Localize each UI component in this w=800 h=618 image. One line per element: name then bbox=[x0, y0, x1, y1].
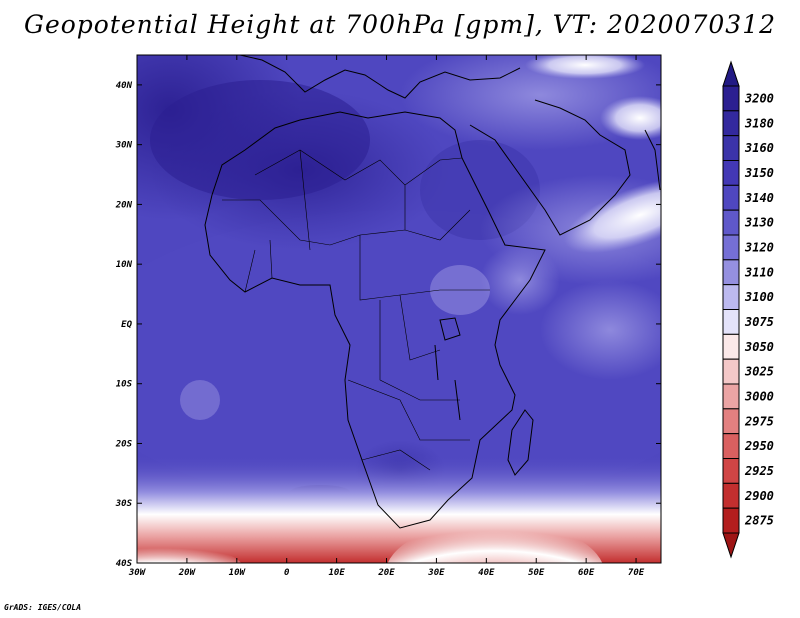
grads-credit: GrADS: IGES/COLA bbox=[4, 603, 82, 612]
colorbar-label: 3100 bbox=[744, 290, 774, 304]
colorbar-label: 3000 bbox=[744, 389, 774, 403]
lon-tick-label: 60E bbox=[578, 568, 595, 578]
colorbar-label: 3050 bbox=[744, 340, 774, 354]
colorbar-segment bbox=[722, 333, 740, 360]
colorbar-segment bbox=[722, 135, 740, 162]
colorbar-segment bbox=[722, 458, 740, 484]
madagascar-coastline bbox=[507, 409, 534, 476]
map-axes: 30W 20W 10W 0 10E 20E 30E 40E 50E 60E 70E 40N 30N 20N… bbox=[115, 55, 661, 578]
colorbar-label: 3180 bbox=[744, 116, 774, 130]
colorbar-segment bbox=[722, 507, 740, 534]
lat-tick-label: 20S bbox=[115, 439, 133, 449]
colorbar-segment bbox=[722, 209, 740, 236]
colorbar-label: 3130 bbox=[744, 216, 774, 230]
map-title: Geopotential Height at 700hPa [gpm], VT:… bbox=[23, 10, 777, 39]
lat-tick-label: 10N bbox=[116, 260, 133, 270]
colorbar-segment bbox=[722, 160, 740, 186]
lat-tick-label: 10S bbox=[116, 380, 133, 390]
colorbar-segment bbox=[722, 383, 740, 410]
colorbar-segment bbox=[722, 110, 740, 137]
colorbar-segment bbox=[722, 482, 740, 509]
colorbar-label: 3140 bbox=[744, 191, 774, 205]
colorbar-label: 2900 bbox=[744, 489, 774, 503]
colorbar-top-arrow bbox=[722, 60, 740, 87]
lon-tick-label: 70E bbox=[628, 568, 645, 578]
colorbar-label: 2950 bbox=[744, 439, 774, 453]
lon-tick-label: 20E bbox=[377, 568, 395, 578]
colorbar-label: 2875 bbox=[744, 514, 774, 528]
lake-victoria bbox=[439, 317, 461, 341]
lon-tick-label: 30E bbox=[427, 568, 445, 578]
colorbar-segment bbox=[722, 358, 740, 385]
arabia-coastline bbox=[469, 99, 631, 236]
lat-tick-label: 30N bbox=[115, 141, 133, 151]
colorbar-label: 3200 bbox=[744, 91, 774, 105]
colorbar-segment bbox=[722, 234, 740, 261]
colorbar-label: 3075 bbox=[744, 315, 774, 329]
lon-tick-label: 0 bbox=[284, 568, 290, 578]
colorbar-label: 3160 bbox=[744, 141, 774, 155]
colorbar-label: 3110 bbox=[744, 265, 774, 279]
colorbar-bottom-arrow bbox=[722, 532, 740, 559]
colorbar-label: 3120 bbox=[744, 240, 774, 254]
colorbar-segment bbox=[722, 259, 740, 286]
plot-frame bbox=[136, 54, 662, 564]
colorbar-label: 3150 bbox=[744, 166, 774, 180]
africa-coastline bbox=[204, 111, 546, 529]
lon-tick-label: 10W bbox=[229, 568, 247, 578]
lon-tick-label: 40E bbox=[478, 568, 495, 578]
lat-tick-label: 20N bbox=[115, 200, 133, 210]
colorbar-segment bbox=[722, 85, 740, 112]
colorbar-segment bbox=[722, 433, 740, 459]
lon-tick-label: 10E bbox=[328, 568, 345, 578]
colorbar-segment bbox=[722, 184, 740, 211]
lat-tick-label: 30S bbox=[115, 499, 133, 509]
lat-tick-label: EQ bbox=[121, 320, 132, 330]
colorbar: 3200 3180 3160 3150 3140 3130 3120 3110 3100 3075… bbox=[722, 60, 774, 559]
lon-tick-label: 50E bbox=[528, 568, 545, 578]
coastlines bbox=[204, 55, 661, 529]
lon-tick-label: 30W bbox=[128, 568, 147, 578]
colorbar-segment bbox=[722, 284, 740, 310]
europe-coastline bbox=[239, 55, 521, 99]
lat-tick-label: 40N bbox=[116, 81, 133, 91]
height-field bbox=[137, 55, 661, 563]
colorbar-label: 3025 bbox=[744, 365, 774, 379]
colorbar-label: 2925 bbox=[744, 464, 774, 478]
lon-tick-label: 20W bbox=[178, 568, 197, 578]
colorbar-label: 2975 bbox=[744, 414, 774, 428]
colorbar-segment bbox=[722, 309, 740, 335]
lat-tick-label: 40S bbox=[116, 559, 133, 569]
country-borders bbox=[222, 149, 490, 471]
india-coastline bbox=[644, 129, 661, 191]
colorbar-segment bbox=[722, 408, 740, 435]
border-lines bbox=[222, 149, 490, 471]
